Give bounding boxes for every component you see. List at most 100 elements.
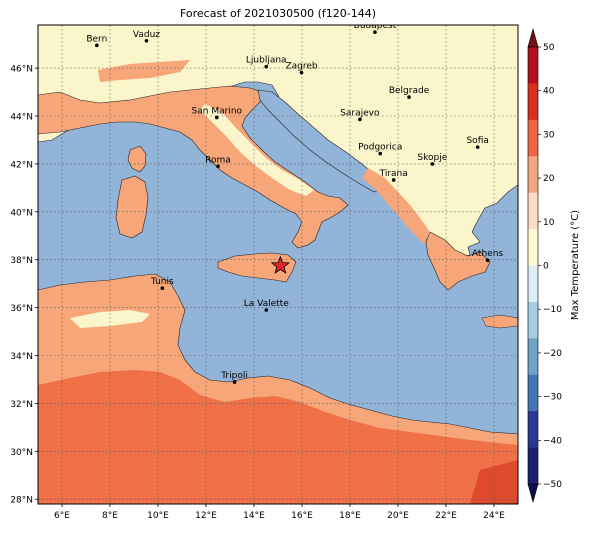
lat-tick-label: 32°N [10,400,33,410]
colorbar-band [528,156,538,193]
city-label: Tripoli [220,371,248,381]
lat-tick-label: 34°N [10,352,33,362]
lon-tick-label: 18°E [339,511,361,521]
map-title: Forecast of 2021030500 (f120-144) [180,7,376,20]
colorbar-max-arrow [527,27,539,48]
lon-tick-label: 6°E [54,511,70,521]
colorbar-band [528,229,538,266]
city-dot [485,258,490,262]
greece-land [425,231,491,291]
city-label: La Valette [244,299,289,309]
colorbar-tick-label: −40 [543,436,562,446]
star-marker[interactable] [270,255,291,274]
crete-land [481,314,518,329]
city-label: Vaduz [133,30,160,40]
city-label: Sarajevo [340,108,380,118]
colorbar-band [528,265,538,303]
colorbar-label: Max Temperature (°C) [570,210,581,320]
colorbar-band [528,411,538,448]
colorbar-tick-label: 0 [543,262,549,272]
lon-tick-label: 8°E [102,511,118,521]
colorbar: 50 40 30 20 10 0 −10 −20 −30 −40 −50 [527,27,562,504]
italy-land [38,85,349,249]
colorbar-band [528,83,538,121]
map-frame [37,24,519,505]
city-dot [430,162,435,166]
city-dot [264,64,269,69]
colorbar-tick-label: −20 [543,349,562,359]
lat-tick-label: 28°N [10,496,33,506]
lat-tick-label: 44°N [10,113,33,123]
lon-tick-label: 14°E [243,511,265,521]
colorbar-band [528,47,538,84]
city-dot [475,145,480,149]
city-label: Podgorica [358,143,402,153]
colorbar-tick-label: −10 [543,305,562,315]
city-label: Skopje [417,153,447,163]
colorbar-band [528,374,538,412]
city-dot [264,308,269,312]
city-dot [407,95,411,99]
colorbar-tick-label: 50 [543,43,555,53]
city-label: Budapest [354,21,397,31]
sicily-land [217,252,297,283]
city-label: Athens [472,249,503,259]
city-label: Belgrade [389,86,430,96]
lon-tick-label: 10°E [147,511,169,521]
city-dot [232,380,237,384]
city-label: Tunis [150,277,174,287]
colorbar-band [528,447,538,485]
colorbar-tick-label: 20 [543,174,555,184]
city-dot [144,39,149,43]
lon-tick-label: 16°E [291,511,313,521]
city-label: Ljubljana [246,56,287,66]
colorbar-tick-label: 10 [543,218,555,228]
city-dot [358,117,362,122]
lon-tick-label: 20°E [387,511,409,521]
lat-tick-label: 42°N [10,160,33,170]
city-label: Tirana [379,169,408,179]
lon-tick-label: 24°E [483,511,505,521]
graticule [38,25,518,504]
city-label: Zagreb [285,62,317,72]
lat-tick-label: 30°N [10,448,33,458]
colorbar-band [528,119,538,157]
colorbar-tick-label: 30 [543,130,555,140]
lat-tick-label: 38°N [10,256,33,266]
longitude-axis: 6°E 8°E 10°E 12°E 14°E 16°E 18°E 20°E 22°E 24°E [54,504,505,521]
lat-tick-label: 36°N [10,304,33,314]
sardinia-land [115,175,149,239]
colorbar-band [528,301,538,339]
colorbar-band [528,192,538,230]
city-dot [160,286,165,291]
lon-tick-label: 22°E [435,511,457,521]
city-label: San Marino [192,106,243,116]
city-label: Sofia [466,136,488,146]
colorbar-band [528,338,538,376]
city-dot [391,178,396,182]
city-dot [378,151,383,156]
lat-tick-label: 40°N [10,208,33,218]
city-dot [215,115,219,120]
balkan-mild-band [362,168,430,244]
lat-tick-label: 46°N [10,65,33,75]
tunisia-cool-strip [70,310,150,328]
colorbar-tick-label: 40 [543,87,555,97]
city-dot [299,70,304,75]
city-label: Roma [205,155,231,165]
colorbar-tick-label: −50 [543,480,562,490]
city-label: Bern [86,34,107,44]
colorbar-min-arrow [527,483,539,504]
city-dot [373,30,377,34]
alps-warm-patch [98,60,190,82]
apennine-cool-band [200,104,314,196]
city-dot [216,164,220,169]
colorbar-tick-label: −30 [543,393,562,403]
latitude-axis: 46°N 44°N 42°N 40°N 38°N 36°N 34°N 32°N 30°N 28°N [10,65,38,506]
city-dot [95,43,99,48]
corsica-land [127,145,147,173]
